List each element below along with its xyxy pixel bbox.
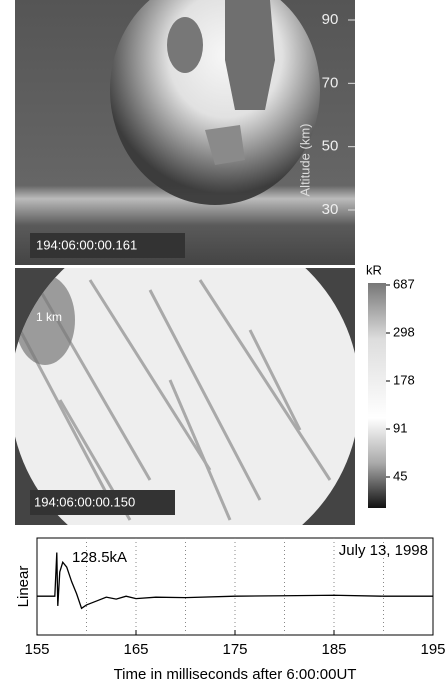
colorbar-unit: kR xyxy=(366,262,382,277)
colorbar-tick-label: 178 xyxy=(393,372,415,387)
annotation: July 13, 1998 xyxy=(339,542,428,559)
axis-label: Altitude (km) xyxy=(297,124,312,197)
sprite-image: 194:06:00:00.161 Altitude (km) xyxy=(15,0,355,265)
colorbar-tick-label: 45 xyxy=(393,468,407,483)
altitude-tick-label: 70 xyxy=(322,74,339,91)
y-axis-label: Linear xyxy=(15,566,32,608)
x-tick-label: 195 xyxy=(420,641,445,658)
altitude-tick-label: 90 xyxy=(322,11,339,28)
x-tick-label: 155 xyxy=(24,641,49,658)
timestamp: 194:06:00:00.150 xyxy=(34,494,135,509)
x-axis-label: Time in milliseconds after 6:00:00UT xyxy=(114,666,357,683)
waveform-chart: 155 165 175 185 195 Time in milliseconds afte… xyxy=(15,538,446,683)
x-tick-label: 175 xyxy=(222,641,247,658)
annotation: 128.5kA xyxy=(72,549,127,566)
altitude-tick-label: 50 xyxy=(322,138,339,155)
colorbar-tick-label: 91 xyxy=(393,420,407,435)
x-tick-label: 185 xyxy=(321,641,346,658)
colorbar-tick-label: 298 xyxy=(393,324,415,339)
telescope-image: 1 km 194:06:00:00.150 xyxy=(15,268,355,525)
altitude-tick-label: 30 xyxy=(322,201,339,218)
colorbar xyxy=(368,283,386,508)
x-tick-label: 165 xyxy=(123,641,148,658)
colorbar-ticks: 687 298 178 91 45 xyxy=(386,276,415,483)
timestamp: 194:06:00:00.161 xyxy=(36,237,137,252)
scale-label: 1 km xyxy=(36,310,62,324)
figure: 194:06:00:00.161 Altitude (km) 90705030 … xyxy=(0,0,446,685)
colorbar-tick-label: 687 xyxy=(393,276,415,291)
